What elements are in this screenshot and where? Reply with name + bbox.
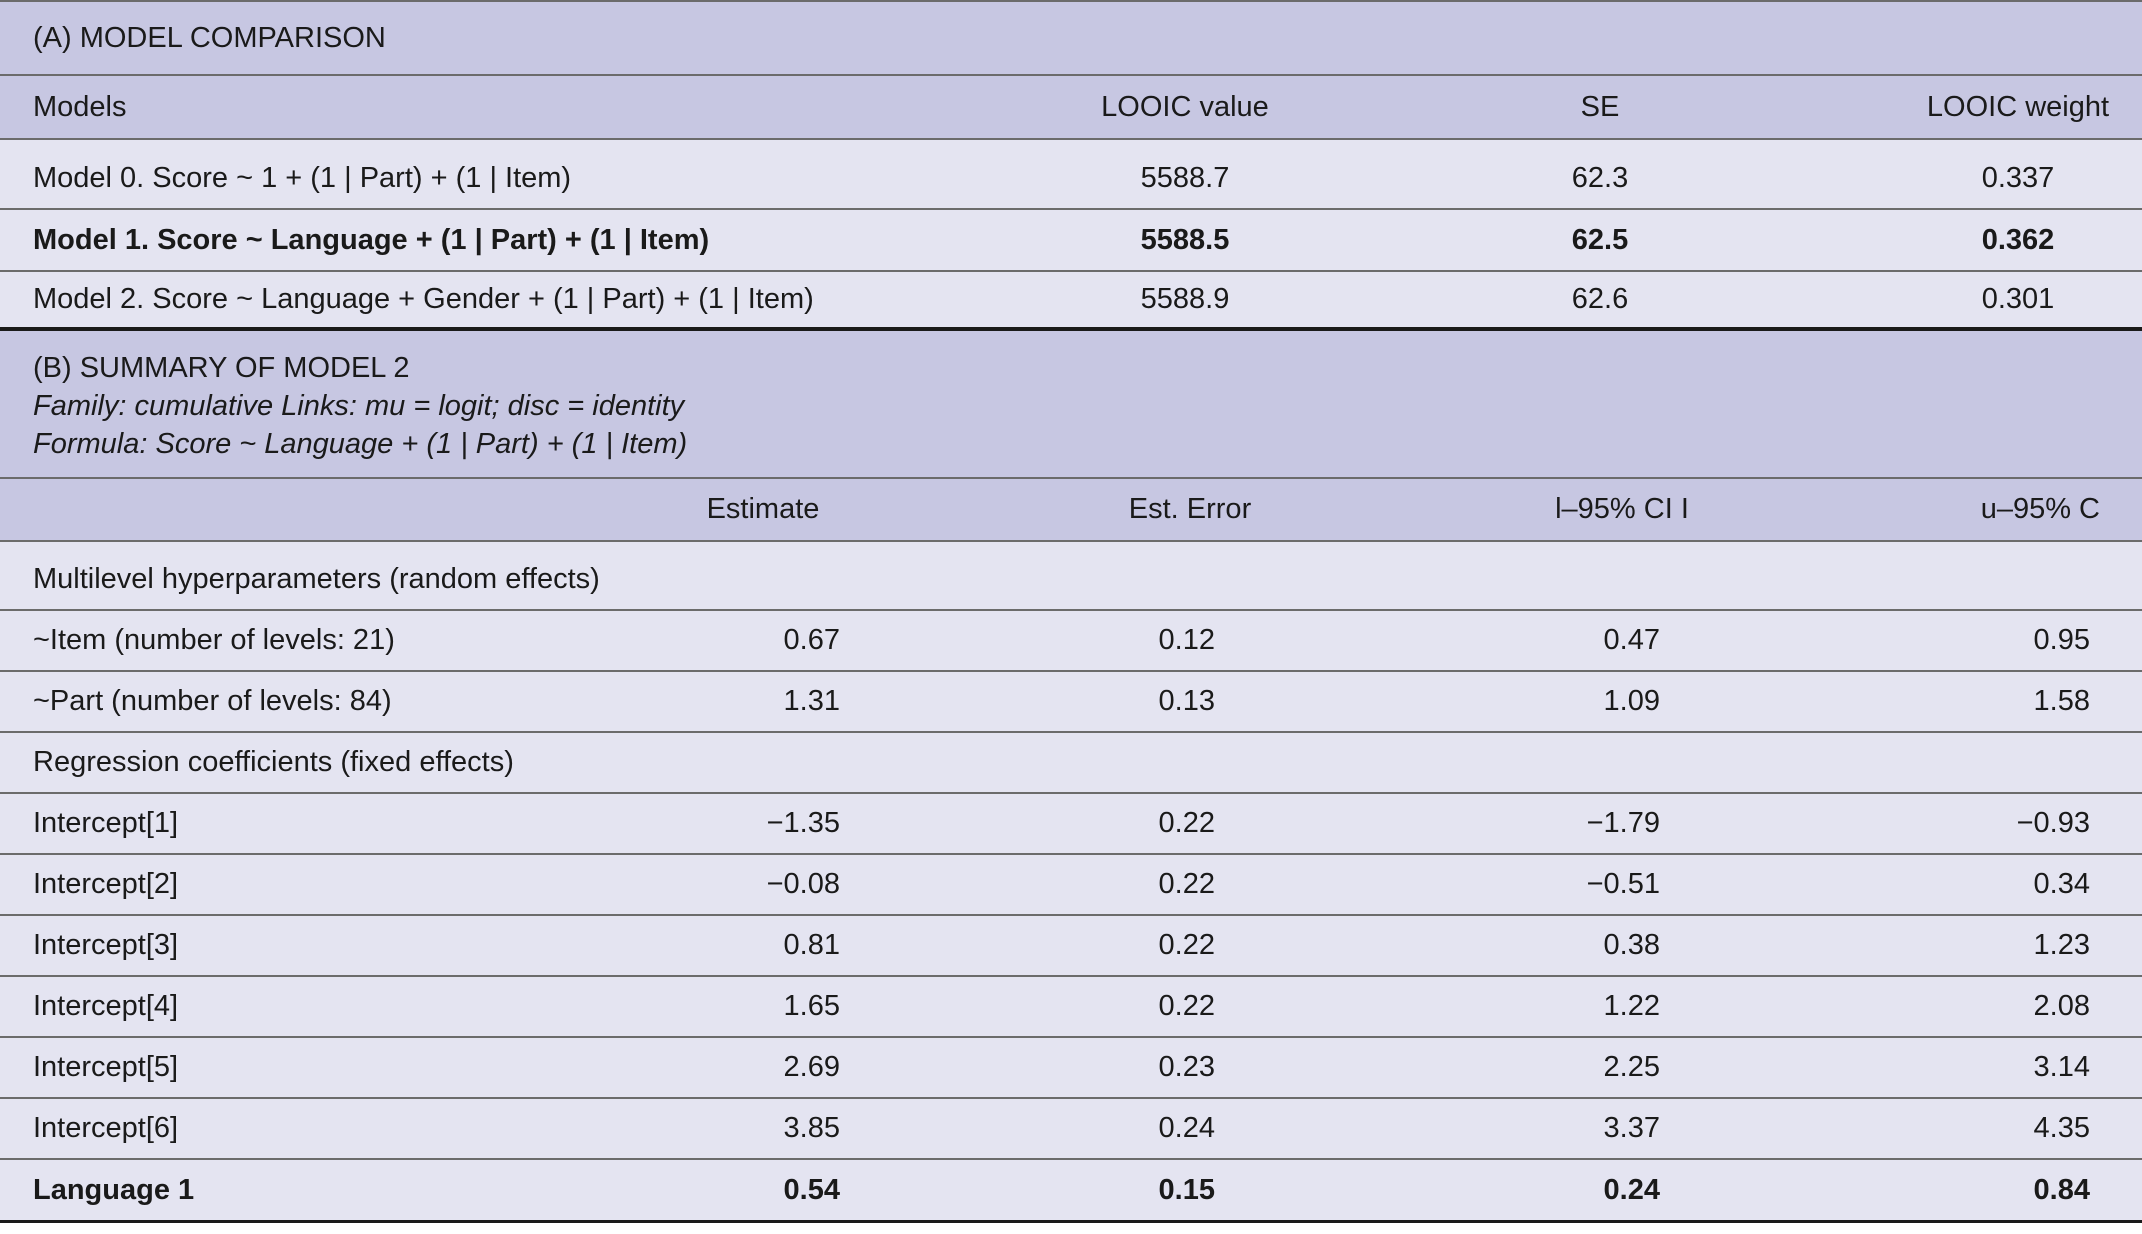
row-estimate: 0.67 xyxy=(783,624,840,656)
section-b-title: (B) SUMMARY OF MODEL 2 xyxy=(33,352,410,384)
row-lower: 1.22 xyxy=(1603,990,1660,1022)
row-label: Intercept[5] xyxy=(33,1051,179,1083)
section-b-header-row: Estimate Est. Error l–95% CI I u–95% C xyxy=(0,479,2142,542)
row-estimate: −1.35 xyxy=(766,807,840,839)
row-estimate: −0.08 xyxy=(766,868,840,900)
model-row-1: Model 1. Score ~ Language + (1 | Part) +… xyxy=(0,210,2142,272)
model-se: 62.3 xyxy=(1571,161,1629,194)
header-looic-value: LOOIC value xyxy=(1101,90,1269,123)
row-upper: 0.95 xyxy=(2033,624,2090,656)
model-formula: Model 2. Score ~ Language + Gender + (1 … xyxy=(33,283,814,315)
row-upper: 0.84 xyxy=(2033,1173,2090,1206)
model-weight: 0.301 xyxy=(1981,283,2055,315)
header-looic-weight: LOOIC weight xyxy=(1926,90,2110,123)
row-error: 0.12 xyxy=(1158,624,1215,656)
row-label: Intercept[1] xyxy=(33,807,179,839)
row-label: ~Item (number of levels: 21) xyxy=(33,624,395,656)
fixed-row-intercept-5: Intercept[5] 2.69 0.23 2.25 3.14 xyxy=(0,1038,2142,1099)
row-estimate: 3.85 xyxy=(783,1112,840,1144)
row-label: Language 1 xyxy=(33,1173,195,1206)
model-formula: Model 1. Score ~ Language + (1 | Part) +… xyxy=(33,223,710,256)
fixed-row-language-1: Language 1 0.54 0.15 0.24 0.84 xyxy=(0,1160,2142,1223)
random-row-item: ~Item (number of levels: 21) 0.67 0.12 0… xyxy=(0,611,2142,672)
row-upper: 4.35 xyxy=(2033,1112,2090,1144)
row-error: 0.15 xyxy=(1158,1173,1215,1206)
model-weight: 0.337 xyxy=(1981,161,2055,194)
row-lower: −1.79 xyxy=(1586,807,1660,839)
row-estimate: 0.54 xyxy=(783,1173,840,1206)
row-upper: 3.14 xyxy=(2033,1051,2090,1083)
model-looic: 5588.5 xyxy=(1140,223,1230,256)
row-estimate: 1.65 xyxy=(783,990,840,1022)
fixed-row-intercept-4: Intercept[4] 1.65 0.22 1.22 2.08 xyxy=(0,977,2142,1038)
model-row-2: Model 2. Score ~ Language + Gender + (1 … xyxy=(0,272,2142,331)
row-error: 0.23 xyxy=(1158,1051,1215,1083)
row-upper: 0.34 xyxy=(2033,868,2090,900)
model-formula-summary: Formula: Score ~ Language + (1 | Part) +… xyxy=(33,428,688,460)
header-se: SE xyxy=(1580,90,1620,123)
header-upper-ci: u–95% C xyxy=(1980,493,2100,525)
row-lower: 3.37 xyxy=(1603,1112,1660,1144)
row-lower: 0.24 xyxy=(1603,1173,1660,1206)
row-estimate: 2.69 xyxy=(783,1051,840,1083)
section-b-title-block: (B) SUMMARY OF MODEL 2 Family: cumulativ… xyxy=(33,349,687,463)
row-label: Intercept[6] xyxy=(33,1112,179,1144)
random-effects-label: Multilevel hyperparameters (random effec… xyxy=(33,563,600,595)
section-a-title: (A) MODEL COMPARISON xyxy=(33,21,386,54)
row-upper: 1.58 xyxy=(2033,685,2090,717)
row-lower: 0.38 xyxy=(1603,929,1660,961)
model-looic: 5588.7 xyxy=(1140,161,1230,194)
row-upper: −0.93 xyxy=(2016,807,2090,839)
row-estimate: 1.31 xyxy=(783,685,840,717)
section-a-header-row: Models LOOIC value SE LOOIC weight xyxy=(0,76,2142,140)
row-error: 0.22 xyxy=(1158,929,1215,961)
row-lower: 0.47 xyxy=(1603,624,1660,656)
fixed-effects-label: Regression coefficients (fixed effects) xyxy=(33,746,514,778)
section-a-title-row: (A) MODEL COMPARISON xyxy=(0,0,2142,76)
row-label: Intercept[3] xyxy=(33,929,179,961)
header-lower-ci: l–95% CI I xyxy=(1555,493,1689,525)
model-se: 62.6 xyxy=(1571,283,1629,315)
row-error: 0.22 xyxy=(1158,868,1215,900)
fixed-effects-label-row: Regression coefficients (fixed effects) xyxy=(0,733,2142,794)
model-row-0: Model 0. Score ~ 1 + (1 | Part) + (1 | I… xyxy=(0,140,2142,210)
row-label: ~Part (number of levels: 84) xyxy=(33,685,392,717)
row-error: 0.22 xyxy=(1158,807,1215,839)
model-weight: 0.362 xyxy=(1981,223,2055,256)
row-upper: 2.08 xyxy=(2033,990,2090,1022)
fixed-row-intercept-1: Intercept[1] −1.35 0.22 −1.79 −0.93 xyxy=(0,794,2142,855)
fixed-row-intercept-3: Intercept[3] 0.81 0.22 0.38 1.23 xyxy=(0,916,2142,977)
model-formula: Model 0. Score ~ 1 + (1 | Part) + (1 | I… xyxy=(33,161,572,194)
fixed-row-intercept-6: Intercept[6] 3.85 0.24 3.37 4.35 xyxy=(0,1099,2142,1160)
header-est-error: Est. Error xyxy=(1128,493,1252,525)
model-family: Family: cumulative Links: mu = logit; di… xyxy=(33,390,685,422)
fixed-row-intercept-2: Intercept[2] −0.08 0.22 −0.51 0.34 xyxy=(0,855,2142,916)
model-looic: 5588.9 xyxy=(1140,283,1230,315)
section-b-title-row: (B) SUMMARY OF MODEL 2 Family: cumulativ… xyxy=(0,331,2142,479)
random-effects-label-row: Multilevel hyperparameters (random effec… xyxy=(0,542,2142,611)
model-se: 62.5 xyxy=(1571,223,1629,256)
row-lower: 2.25 xyxy=(1603,1051,1660,1083)
row-lower: 1.09 xyxy=(1603,685,1660,717)
random-row-part: ~Part (number of levels: 84) 1.31 0.13 1… xyxy=(0,672,2142,733)
row-error: 0.24 xyxy=(1158,1112,1215,1144)
header-models: Models xyxy=(33,90,127,123)
row-label: Intercept[2] xyxy=(33,868,179,900)
header-estimate: Estimate xyxy=(706,493,820,525)
row-label: Intercept[4] xyxy=(33,990,179,1022)
row-lower: −0.51 xyxy=(1586,868,1660,900)
row-error: 0.13 xyxy=(1158,685,1215,717)
row-upper: 1.23 xyxy=(2033,929,2090,961)
row-estimate: 0.81 xyxy=(783,929,840,961)
row-error: 0.22 xyxy=(1158,990,1215,1022)
